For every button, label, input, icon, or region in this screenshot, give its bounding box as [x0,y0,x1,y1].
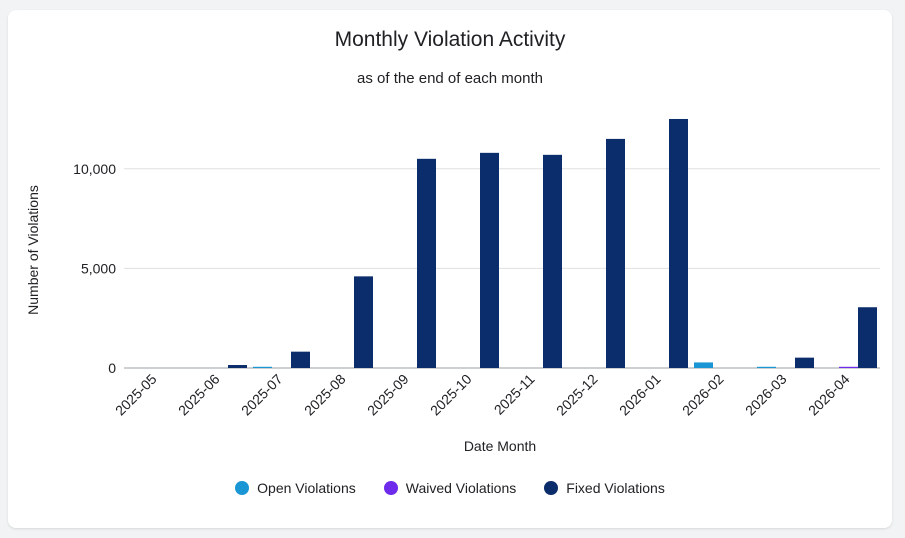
bar-fixed-violations-2025-11[interactable] [543,154,562,368]
bar-fixed-violations-2026-01[interactable] [669,118,688,368]
legend-dot-icon [235,481,250,495]
y-tick-label: 10,000 [73,161,116,177]
chart-legend: Open Violations Waived Violations Fixed Vi… [8,480,892,496]
y-axis-ticks: 0 5,000 10,000 [73,161,116,376]
bar-fixed-violations-2026-04[interactable] [858,307,877,368]
x-tick-label: 2025-08 [301,371,349,419]
legend-item-waived-violations[interactable]: Waived Violations [383,480,517,496]
legend-item-fixed-violations[interactable]: Fixed Violations [544,480,665,496]
x-tick-label: 2025-10 [427,371,475,419]
bar-fixed-violations-2025-07[interactable] [291,351,310,368]
x-tick-label: 2025-05 [112,371,160,419]
bar-fixed-violations-2025-12[interactable] [606,138,625,368]
y-axis-label: Number of Violations [25,185,41,315]
legend-dot-icon [383,481,398,495]
gridlines [124,168,880,369]
x-axis-ticks: 2025-05 2025-06 2025-07 2025-08 2025-09 2025-… [112,371,853,419]
y-tick-label: 5,000 [81,260,116,276]
x-tick-label: 2026-01 [616,371,664,419]
x-tick-label: 2025-06 [175,371,223,419]
x-axis-label: Date Month [464,438,536,454]
bar-open-violations-2026-03[interactable] [757,366,776,368]
bar-fixed-violations-2025-09[interactable] [417,158,436,368]
y-tick-label: 0 [108,360,116,376]
x-tick-label: 2025-09 [364,371,412,419]
x-tick-label: 2025-11 [491,371,538,418]
x-tick-label: 2025-07 [238,371,286,419]
chart-card: Monthly Violation Activity as of the end… [8,10,892,528]
x-tick-label: 2026-02 [679,371,727,419]
x-tick-label: 2025-12 [553,371,601,419]
legend-label: Fixed Violations [566,480,665,496]
legend-label: Open Violations [257,480,356,496]
bar-fixed-violations-2025-06[interactable] [228,365,247,368]
legend-dot-icon [544,481,559,495]
bars [228,118,877,368]
legend-label: Waived Violations [405,480,517,496]
chart-title: Monthly Violation Activity [334,28,566,51]
bar-fixed-violations-2025-08[interactable] [354,276,373,368]
chart-subtitle: as of the end of each month [357,70,543,87]
bar-open-violations-2026-02[interactable] [694,362,713,368]
legend-item-open-violations[interactable]: Open Violations [235,480,356,496]
x-tick-label: 2026-03 [742,371,790,419]
bar-fixed-violations-2025-10[interactable] [480,152,499,368]
bar-open-violations-2025-07[interactable] [253,366,272,368]
bar-fixed-violations-2026-03[interactable] [795,357,814,368]
bar-waived-violations-2026-04[interactable] [839,366,858,368]
x-tick-label: 2026-04 [805,371,853,419]
